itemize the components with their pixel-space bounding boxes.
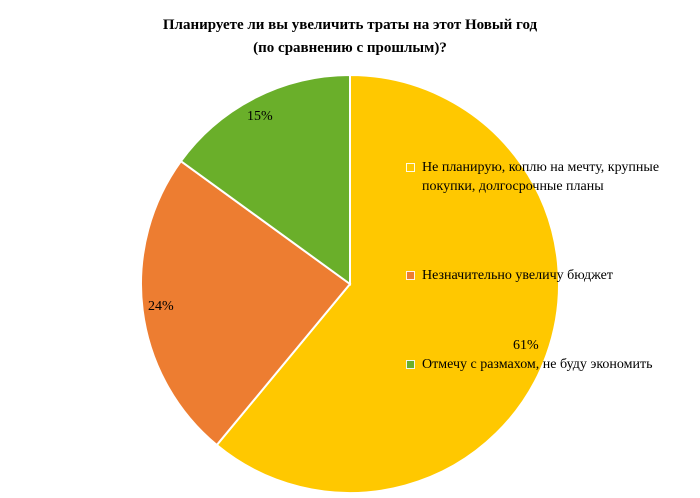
legend-swatch-3 [406, 360, 415, 369]
legend-swatch-1 [406, 163, 415, 172]
chart-title-line-1: Планируете ли вы увеличить траты на этот… [162, 17, 538, 33]
data-label-slice-3: 15% [247, 109, 273, 124]
data-label-slice-1: 61% [513, 338, 539, 353]
data-label-slice-2: 24% [148, 299, 174, 314]
legend-item-1: Не планирую, коплю на мечту, крупные пок… [406, 158, 696, 196]
legend-item-3: Отмечу с размахом, не буду экономить [406, 355, 696, 374]
legend-swatch-2 [406, 271, 415, 280]
legend-item-2: Незначительно увеличу бюджет [406, 266, 696, 285]
legend-label-2: Незначительно увеличу бюджет [422, 268, 613, 283]
chart-title-line-2: (по сравнению с прошлым)? [253, 40, 447, 56]
chart-title: Планируете ли вы увеличить траты на этот… [0, 14, 700, 60]
pie-slice-2 [140, 159, 352, 447]
legend-label-1: Не планирую, коплю на мечту, крупные пок… [422, 160, 660, 194]
legend-label-3: Отмечу с размахом, не буду экономить [422, 357, 653, 372]
pie-slice-3 [179, 73, 351, 286]
pie-slice-1 [215, 73, 560, 494]
